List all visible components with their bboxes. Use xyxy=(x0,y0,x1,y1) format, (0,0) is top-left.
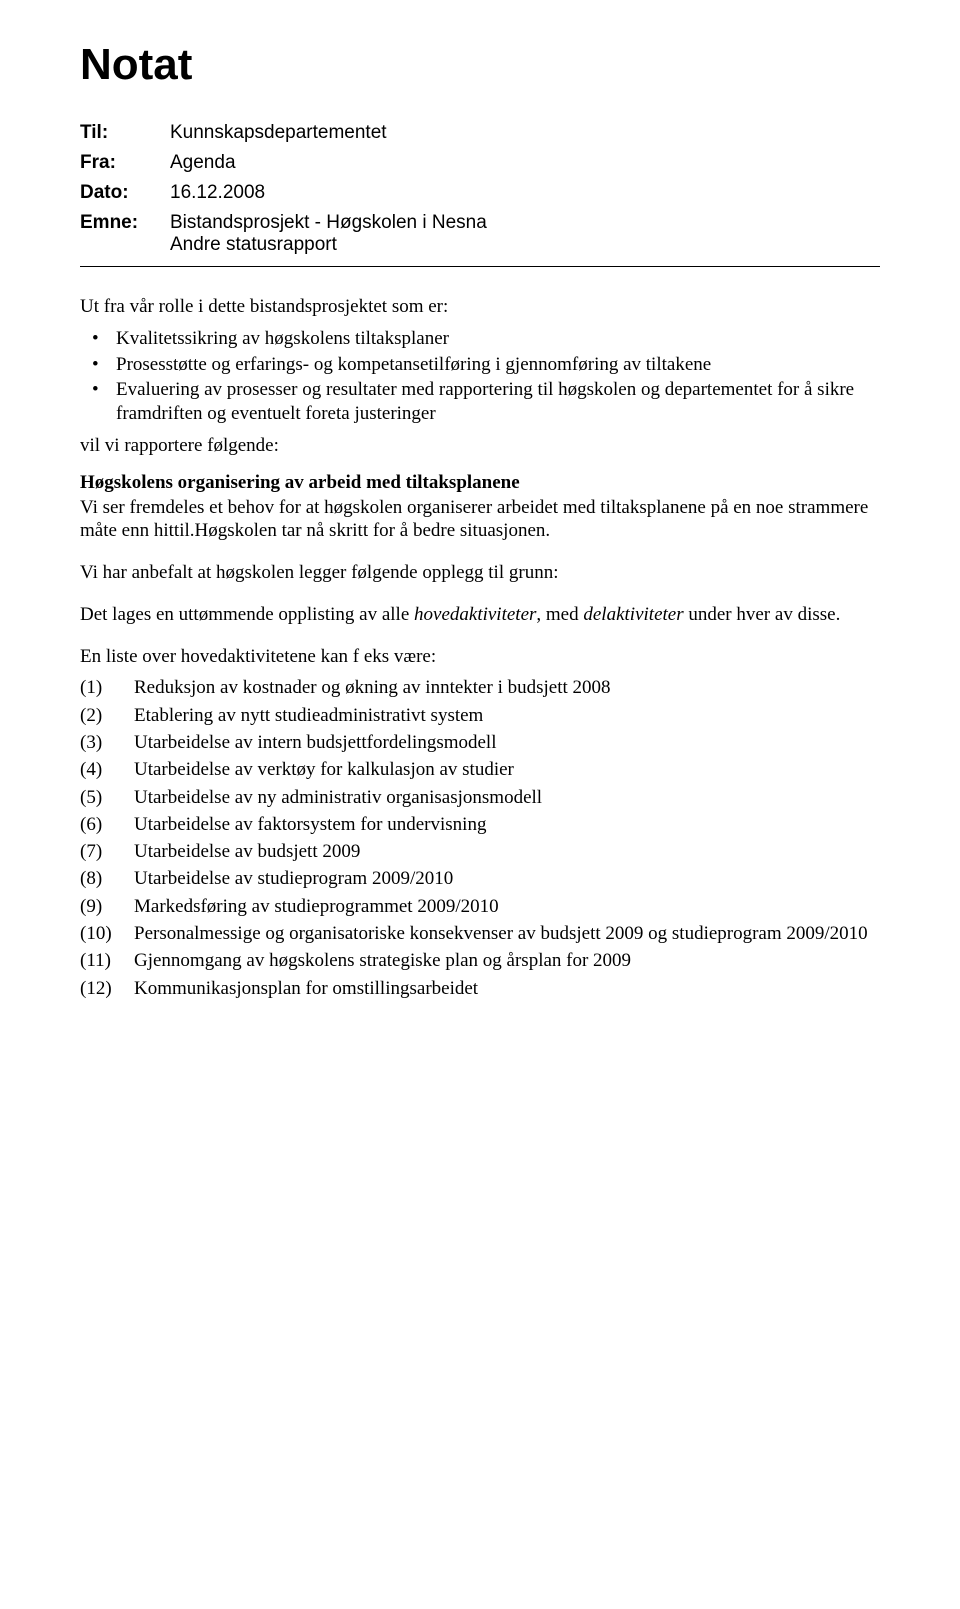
item-text: Personalmessige og organisatoriske konse… xyxy=(134,922,880,946)
para3-em1: hovedaktiviteter xyxy=(414,604,536,625)
para3-post: under hver av disse. xyxy=(684,604,841,625)
numbered-list: (1)Reduksjon av kostnader og økning av i… xyxy=(80,676,880,1001)
list-item: (1)Reduksjon av kostnader og økning av i… xyxy=(80,676,880,700)
subject-label: Emne: xyxy=(80,208,170,260)
subject-line-2: Andre statusrapport xyxy=(170,234,487,256)
list-item: (11)Gjennomgang av høgskolens strategisk… xyxy=(80,949,880,973)
item-text: Gjennomgang av høgskolens strategiske pl… xyxy=(134,949,880,973)
list-item: Evaluering av prosesser og resultater me… xyxy=(80,378,880,426)
list-item: (8)Utarbeidelse av studieprogram 2009/20… xyxy=(80,867,880,891)
item-text: Kommunikasjonsplan for omstillingsarbeid… xyxy=(134,977,880,1001)
item-text: Reduksjon av kostnader og økning av innt… xyxy=(134,676,880,700)
subject-value: Bistandsprosjekt - Høgskolen i Nesna And… xyxy=(170,208,487,260)
item-text: Etablering av nytt studieadministrativt … xyxy=(134,704,880,728)
item-number: (9) xyxy=(80,895,134,919)
intro-paragraph: Ut fra vår rolle i dette bistandsprosjek… xyxy=(80,295,880,319)
numbered-list-intro: En liste over hovedaktivitetene kan f ek… xyxy=(80,645,880,669)
divider xyxy=(80,266,880,267)
list-item: (9)Markedsføring av studieprogrammet 200… xyxy=(80,895,880,919)
item-number: (8) xyxy=(80,867,134,891)
item-number: (4) xyxy=(80,758,134,782)
item-text: Utarbeidelse av ny administrativ organis… xyxy=(134,786,880,810)
item-number: (7) xyxy=(80,840,134,864)
item-number: (12) xyxy=(80,977,134,1001)
date-label: Dato: xyxy=(80,178,170,208)
list-item: (10)Personalmessige og organisatoriske k… xyxy=(80,922,880,946)
paragraph-1: Vi ser fremdeles et behov for at høgskol… xyxy=(80,496,880,544)
para3-em2: delaktiviteter xyxy=(583,604,683,625)
paragraph-3: Det lages en uttømmende opplisting av al… xyxy=(80,603,880,627)
item-number: (11) xyxy=(80,949,134,973)
list-item: Kvalitetssikring av høgskolens tiltakspl… xyxy=(80,327,880,351)
to-label: Til: xyxy=(80,118,170,148)
list-item: (12)Kommunikasjonsplan for omstillingsar… xyxy=(80,977,880,1001)
section-heading: Høgskolens organisering av arbeid med ti… xyxy=(80,472,880,494)
para3-pre: Det lages en uttømmende opplisting av al… xyxy=(80,604,414,625)
item-number: (1) xyxy=(80,676,134,700)
subject-line-1: Bistandsprosjekt - Høgskolen i Nesna xyxy=(170,212,487,233)
item-text: Utarbeidelse av studieprogram 2009/2010 xyxy=(134,867,880,891)
after-bullets-text: vil vi rapportere følgende: xyxy=(80,434,880,458)
role-bullet-list: Kvalitetssikring av høgskolens tiltakspl… xyxy=(80,327,880,426)
header-meta: Til: Kunnskapsdepartementet Fra: Agenda … xyxy=(80,118,487,260)
para3-mid: , med xyxy=(536,604,583,625)
list-item: (4)Utarbeidelse av verktøy for kalkulasj… xyxy=(80,758,880,782)
paragraph-2: Vi har anbefalt at høgskolen legger følg… xyxy=(80,561,880,585)
date-value: 16.12.2008 xyxy=(170,178,487,208)
to-value: Kunnskapsdepartementet xyxy=(170,118,487,148)
item-number: (6) xyxy=(80,813,134,837)
item-number: (5) xyxy=(80,786,134,810)
item-text: Utarbeidelse av verktøy for kalkulasjon … xyxy=(134,758,880,782)
item-number: (2) xyxy=(80,704,134,728)
list-item: (3)Utarbeidelse av intern budsjettfordel… xyxy=(80,731,880,755)
list-item: Prosesstøtte og erfarings- og kompetanse… xyxy=(80,353,880,377)
document-title: Notat xyxy=(80,40,880,90)
item-number: (10) xyxy=(80,922,134,946)
list-item: (5)Utarbeidelse av ny administrativ orga… xyxy=(80,786,880,810)
item-text: Utarbeidelse av intern budsjettfordeling… xyxy=(134,731,880,755)
item-text: Markedsføring av studieprogrammet 2009/2… xyxy=(134,895,880,919)
from-label: Fra: xyxy=(80,148,170,178)
item-text: Utarbeidelse av budsjett 2009 xyxy=(134,840,880,864)
from-value: Agenda xyxy=(170,148,487,178)
list-item: (6)Utarbeidelse av faktorsystem for unde… xyxy=(80,813,880,837)
list-item: (2)Etablering av nytt studieadministrati… xyxy=(80,704,880,728)
item-text: Utarbeidelse av faktorsystem for undervi… xyxy=(134,813,880,837)
list-item: (7)Utarbeidelse av budsjett 2009 xyxy=(80,840,880,864)
item-number: (3) xyxy=(80,731,134,755)
